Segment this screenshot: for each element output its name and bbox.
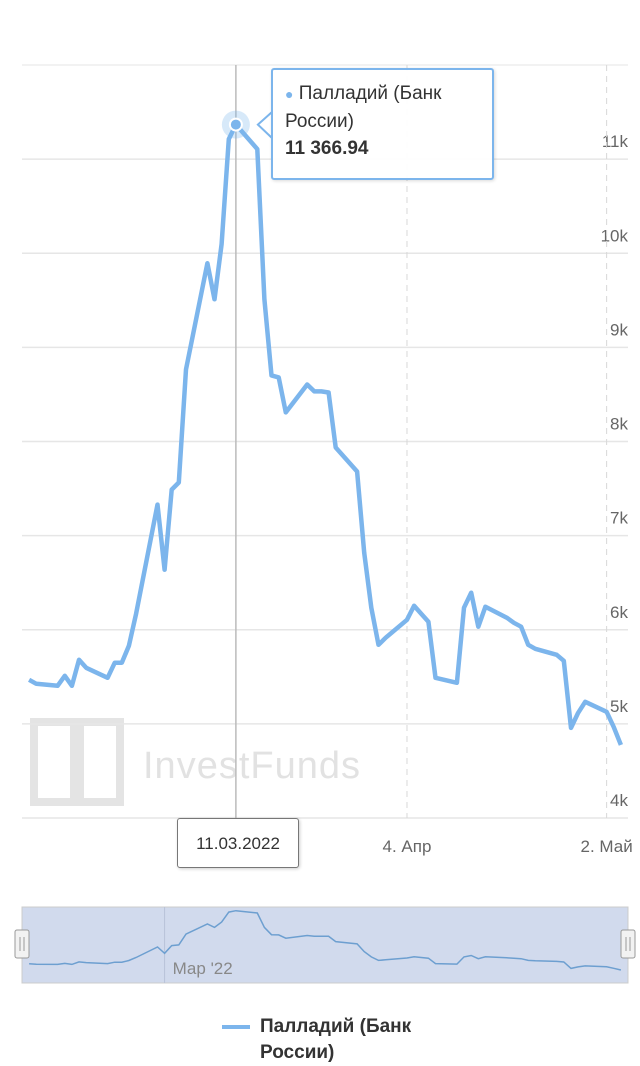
watermark-logo (30, 718, 124, 806)
y-tick-label: 11k (602, 132, 629, 151)
y-tick-label: 9k (610, 320, 628, 339)
tooltip-date: 11.03.2022 (177, 818, 299, 868)
tooltip: ● Палладий (Банк России) 11 366.94 (271, 68, 494, 180)
tooltip-pointer (256, 109, 273, 141)
navigator-handle[interactable] (14, 929, 30, 959)
y-tick-label: 8k (610, 415, 628, 434)
x-tick-label: 2. Май (581, 837, 633, 856)
x-tick-label: 4. Апр (383, 837, 432, 856)
y-tick-label: 6k (610, 603, 628, 622)
y-tick-label: 10k (601, 226, 629, 245)
y-tick-label: 7k (610, 509, 628, 528)
watermark: InvestFunds (143, 745, 361, 787)
navigator-bg (21, 906, 629, 984)
y-tick-label: 4k (610, 791, 628, 810)
navigator-label: Мар '22 (173, 959, 233, 978)
hover-point (228, 117, 243, 132)
tooltip-series: Палладий (Банк России) (285, 83, 442, 132)
tooltip-value: 11 366.94 (285, 138, 369, 159)
navigator-line (29, 909, 622, 971)
y-tick-label: 5k (610, 697, 628, 716)
series-line (28, 122, 623, 746)
legend-label: Палладий (Банк России) (260, 1016, 412, 1063)
navigator-handle[interactable] (620, 929, 636, 959)
